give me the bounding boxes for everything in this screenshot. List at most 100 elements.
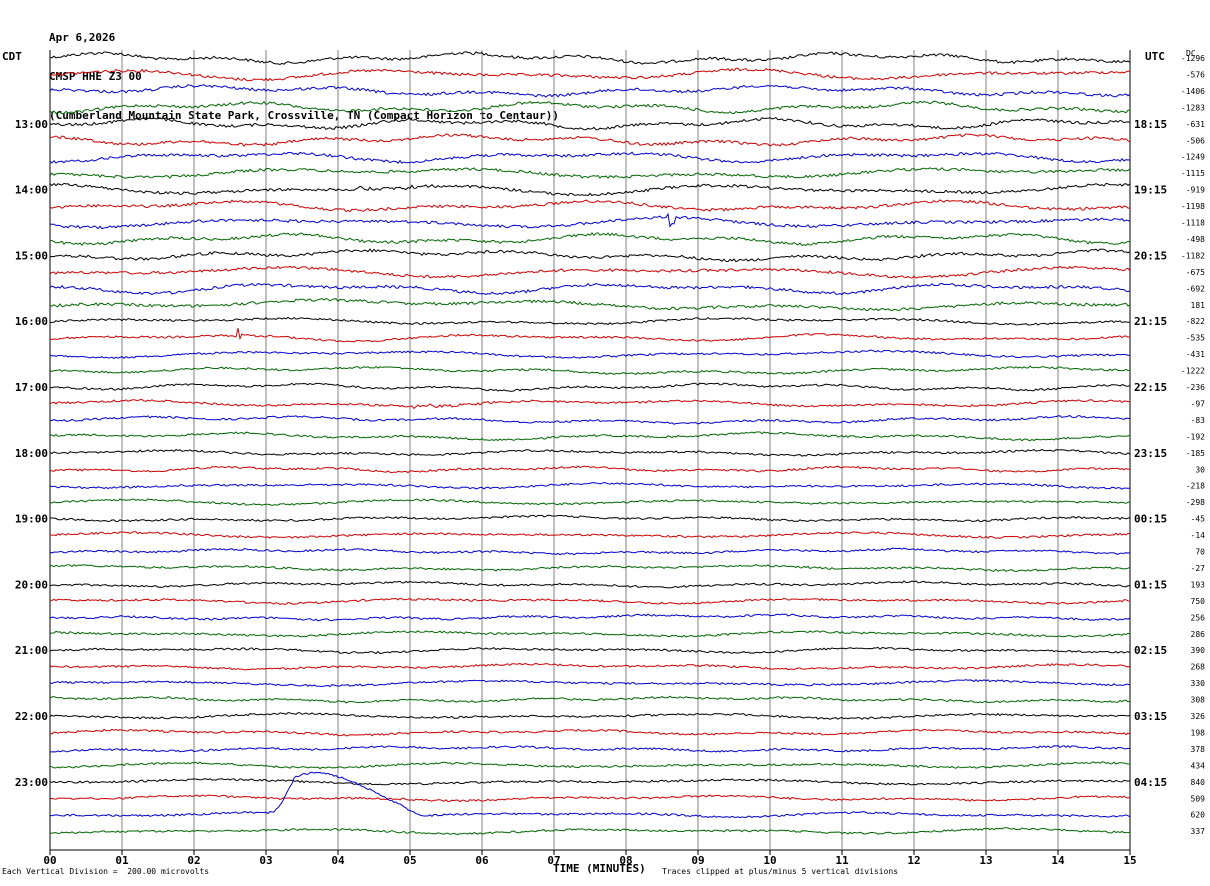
dc-offset-label: -535 [1186,334,1205,343]
seismic-trace [49,248,1131,263]
dc-label: DC [1186,49,1196,58]
seismic-trace [49,151,1131,164]
left-hour-label: 17:00 [15,381,48,394]
dc-offset-label: -185 [1186,449,1205,458]
dc-offset-label: -14 [1191,531,1206,540]
seismic-trace [49,646,1131,655]
seismic-trace [49,431,1131,442]
left-hour-label: 13:00 [15,118,48,131]
x-tick-label: 01 [115,854,129,867]
seismic-trace [49,794,1131,803]
seismic-trace [49,613,1131,622]
right-hour-label: 23:15 [1134,447,1167,460]
seismic-trace [49,167,1131,179]
dc-offset-label: -675 [1186,268,1205,277]
dc-offset-label: -1406 [1181,87,1205,96]
dc-offset-label: -431 [1186,350,1205,359]
seismic-trace [49,465,1131,474]
dc-offset-label: 840 [1191,778,1206,787]
x-tick-label: 08 [619,854,632,867]
left-hour-label: 16:00 [15,315,48,328]
header-date: Apr 6,2026 [49,31,116,44]
seismic-trace [49,580,1131,589]
dc-offset-label: -192 [1186,432,1205,441]
x-tick-label: 05 [403,854,416,867]
seismic-trace [49,778,1131,786]
seismic-trace [49,182,1131,197]
seismic-trace [49,415,1131,425]
seismic-trace [50,133,1131,147]
seismic-trace [49,761,1131,770]
x-tick-label: 02 [187,854,200,867]
dc-offset-label: 378 [1191,745,1206,754]
dc-offset-label: -1182 [1181,251,1205,260]
dc-offset-label: -1249 [1181,153,1205,162]
x-tick-label: 04 [331,854,345,867]
right-hour-label: 21:15 [1134,315,1167,328]
dc-offset-label: 30 [1195,465,1205,474]
seismic-trace [49,448,1131,457]
seismic-trace [49,498,1131,507]
right-hour-label: 04:15 [1134,776,1167,789]
left-hour-label: 15:00 [15,249,48,262]
seismic-trace [49,199,1131,213]
seismic-trace [49,728,1131,737]
right-hour-label: 01:15 [1134,578,1167,591]
dc-offset-label: 434 [1191,761,1206,770]
footer-vertical-division: Each Vertical Division = 200.00 microvol… [2,867,210,876]
dc-offset-label: 256 [1191,613,1206,622]
seismic-trace [49,316,1131,326]
dc-offset-label: -1198 [1181,202,1205,211]
dc-offset-label: -1283 [1181,103,1205,112]
x-tick-label: 11 [835,854,849,867]
seismic-trace [49,771,1131,819]
seismic-trace [49,514,1131,523]
seismic-trace [49,365,1131,376]
seismic-trace [49,328,1131,343]
left-hour-label: 21:00 [15,644,48,657]
right-hour-label: 18:15 [1134,118,1167,131]
x-axis-title: TIME (MINUTES) [553,862,646,875]
dc-offset-label: -1115 [1181,169,1205,178]
dc-offset-label: 308 [1191,696,1206,705]
right-hour-label: 02:15 [1134,644,1167,657]
right-hour-label: 22:15 [1134,381,1167,394]
dc-offset-label: -919 [1186,186,1205,195]
header-location: (Cumberland Mountain State Park, Crossvi… [49,109,559,122]
x-tick-label: 06 [475,854,489,867]
left-hour-label: 18:00 [15,447,48,460]
dc-offset-label: -631 [1186,120,1205,129]
seismic-trace [49,827,1131,836]
seismic-trace [49,51,1131,66]
seismic-trace [49,662,1131,671]
right-hour-label: 03:15 [1134,710,1167,723]
x-tick-label: 03 [259,854,272,867]
right-hour-label: 20:15 [1134,249,1167,262]
left-hour-label: 20:00 [15,578,48,591]
x-tick-label: 07 [547,854,560,867]
dc-offset-label: -822 [1186,317,1205,326]
seismic-trace [49,597,1131,605]
right-hour-label: 19:15 [1134,184,1167,197]
seismic-trace [49,695,1131,704]
dc-offset-label: 193 [1191,580,1206,589]
seismic-trace [49,265,1131,279]
seismic-trace [49,481,1131,490]
dc-offset-label: -498 [1186,235,1205,244]
seismic-trace [49,282,1131,296]
seismic-trace [49,679,1131,688]
seismic-trace [49,630,1131,638]
dc-offset-label: 750 [1191,597,1206,606]
left-hour-label: 14:00 [15,184,48,197]
left-hour-label: 19:00 [15,513,48,526]
right-zone-label: UTC [1145,50,1165,63]
seismic-trace [49,564,1131,573]
left-zone-label: CDT [2,50,22,63]
seismic-trace [49,298,1131,312]
footer-clip-note: Traces clipped at plus/minus 5 vertical … [662,867,899,876]
seismic-trace [49,349,1131,360]
dc-offset-label: -1222 [1181,367,1205,376]
x-tick-label: 12 [907,854,920,867]
dc-offset-label: -506 [1186,136,1205,145]
